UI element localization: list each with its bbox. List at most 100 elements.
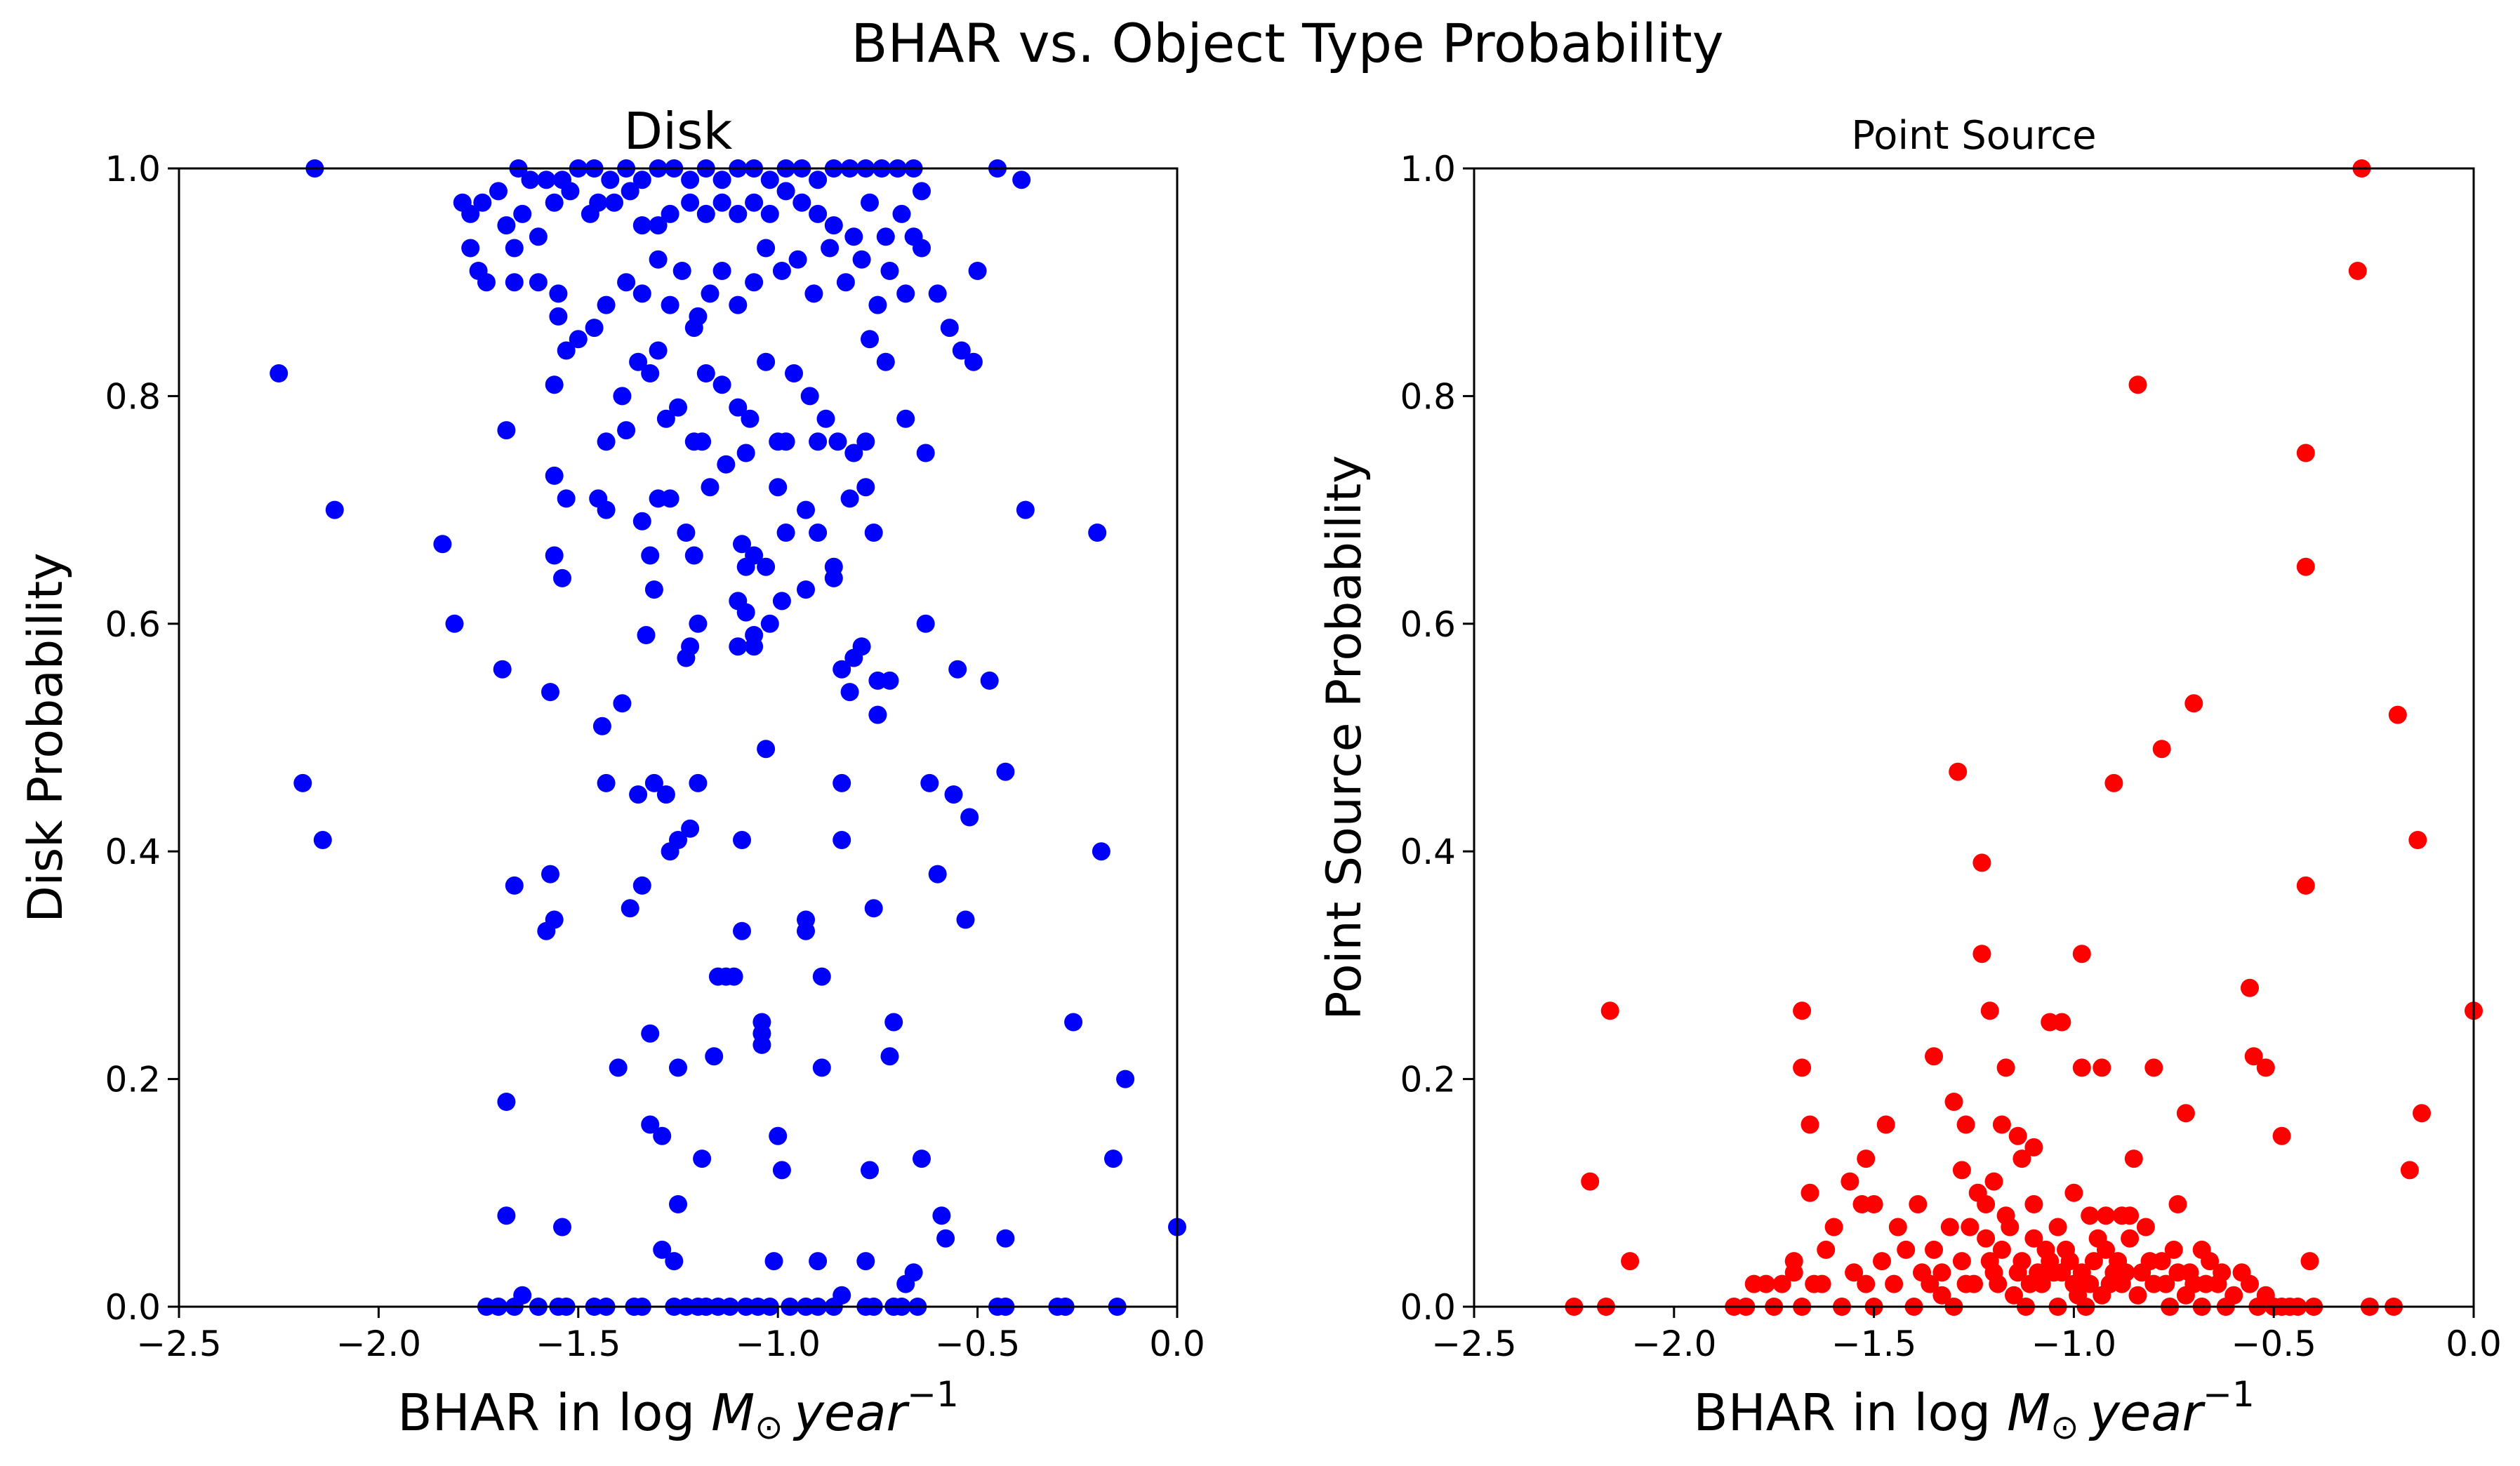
point-source-x-tick-label: −2.0 xyxy=(1631,1324,1716,1364)
point-source-x-tick-label: −1.5 xyxy=(1831,1324,1916,1364)
disk-data-point xyxy=(549,284,568,303)
disk-x-tick-label: −1.5 xyxy=(536,1324,621,1364)
disk-data-point xyxy=(960,808,979,827)
disk-data-point xyxy=(717,455,736,474)
disk-data-point xyxy=(325,500,344,519)
point-source-data-point xyxy=(1996,1206,2015,1225)
disk-data-point xyxy=(884,1013,903,1032)
disk-data-point xyxy=(493,660,512,679)
disk-data-point xyxy=(757,557,776,576)
disk-data-point xyxy=(621,899,639,918)
point-source-data-point xyxy=(2064,1183,2083,1202)
point-source-data-point xyxy=(2408,831,2427,849)
disk-y-axis-ticks: 0.0 0.2 0.4 0.6 0.8 1.0 xyxy=(105,149,179,1328)
point-source-data-point xyxy=(1756,1274,1775,1293)
disk-data-point xyxy=(585,319,604,338)
disk-data-point xyxy=(505,876,524,895)
point-source-data-point xyxy=(1857,1274,1876,1293)
disk-data-point xyxy=(477,273,496,292)
disk-data-point xyxy=(776,182,795,201)
disk-data-point xyxy=(1012,171,1031,189)
point-source-y-tick-label: 0.8 xyxy=(1400,376,1456,417)
disk-data-point xyxy=(473,193,492,212)
disk-panel: Disk −2.5 −2.0 −1.5 −1.0 −0.5 0.0 0.00.20.40.… xyxy=(18,102,1205,1447)
point-source-data-point xyxy=(1581,1172,1600,1191)
point-source-x-tick-label: −2.5 xyxy=(1431,1324,1516,1364)
disk-data-point xyxy=(861,193,879,212)
disk-data-point xyxy=(896,409,915,428)
disk-data-point xyxy=(861,330,879,349)
disk-data-point xyxy=(597,432,616,451)
disk-data-point xyxy=(1116,1069,1135,1088)
disk-data-point xyxy=(632,512,651,531)
disk-data-point xyxy=(613,694,632,713)
point-source-panel-title: Point Source xyxy=(1851,113,2096,159)
disk-data-point xyxy=(712,375,731,394)
disk-data-point xyxy=(836,273,855,292)
disk-y-tick-label: 0.8 xyxy=(105,376,161,417)
disk-data-point xyxy=(613,387,632,406)
disk-data-point xyxy=(856,478,875,497)
point-source-data-point xyxy=(1885,1274,1904,1293)
disk-data-point xyxy=(693,432,712,451)
disk-data-point xyxy=(505,273,524,292)
disk-data-point xyxy=(592,717,611,735)
disk-data-point xyxy=(641,364,660,382)
disk-data-point xyxy=(641,546,660,565)
point-source-data-point xyxy=(1944,1093,1963,1111)
disk-data-point xyxy=(948,660,967,679)
point-source-data-point xyxy=(2088,1229,2107,1248)
disk-data-point xyxy=(1092,842,1110,861)
point-source-data-point xyxy=(1972,945,1991,964)
point-source-data-point xyxy=(2124,1150,2143,1168)
point-source-panel: Point Source −2.5 −2.0 −1.5 −1.0 −0.5 0.0 0.0… xyxy=(1317,113,2502,1447)
point-source-data-point xyxy=(1897,1240,1916,1259)
point-source-data-point xyxy=(1952,1252,1971,1271)
disk-data-point xyxy=(681,819,700,838)
point-source-data-point xyxy=(1949,762,1968,781)
point-source-data-point xyxy=(2053,1013,2071,1032)
disk-data-point xyxy=(844,227,863,246)
disk-data-point xyxy=(293,773,312,792)
disk-data-point xyxy=(724,967,743,986)
disk-data-point xyxy=(913,239,931,258)
point-source-data-point xyxy=(1940,1218,1959,1237)
point-source-x-axis-ticks: −2.5 −2.0 −1.5 −1.0 −0.5 0.0 xyxy=(1431,1307,2502,1364)
disk-data-point xyxy=(828,432,847,451)
disk-data-point xyxy=(916,444,935,462)
disk-data-point xyxy=(684,546,703,565)
point-source-data-point xyxy=(2192,1240,2211,1259)
disk-data-point xyxy=(876,352,895,371)
disk-data-point xyxy=(729,295,748,314)
disk-data-point xyxy=(733,921,751,940)
point-source-data-point xyxy=(2081,1274,2100,1293)
disk-data-point xyxy=(896,1274,915,1293)
disk-data-point xyxy=(712,171,731,189)
disk-data-point xyxy=(892,204,911,223)
point-source-data-point xyxy=(2008,1263,2027,1282)
disk-data-point xyxy=(809,204,828,223)
point-source-data-point xyxy=(2400,1161,2419,1180)
point-source-data-point xyxy=(2121,1229,2140,1248)
point-source-data-point xyxy=(2104,773,2123,792)
disk-data-point xyxy=(840,683,859,702)
disk-data-point xyxy=(557,341,576,360)
disk-data-point xyxy=(797,921,815,940)
disk-data-point xyxy=(545,193,564,212)
point-source-data-point xyxy=(1857,1150,1876,1168)
disk-data-point xyxy=(693,1150,712,1168)
disk-data-point xyxy=(712,193,731,212)
disk-data-point xyxy=(545,910,564,929)
disk-data-point xyxy=(745,273,764,292)
disk-data-point xyxy=(760,204,779,223)
disk-data-point xyxy=(669,1058,687,1077)
point-source-data-point xyxy=(2136,1218,2155,1237)
point-source-data-point xyxy=(2241,1274,2259,1293)
point-source-data-point xyxy=(1812,1274,1831,1293)
disk-data-point xyxy=(896,284,915,303)
point-source-data-point xyxy=(2348,262,2367,280)
disk-data-point xyxy=(497,1093,516,1111)
disk-data-point xyxy=(729,637,748,656)
disk-data-point xyxy=(681,171,700,189)
point-source-data-point xyxy=(2024,1229,2043,1248)
